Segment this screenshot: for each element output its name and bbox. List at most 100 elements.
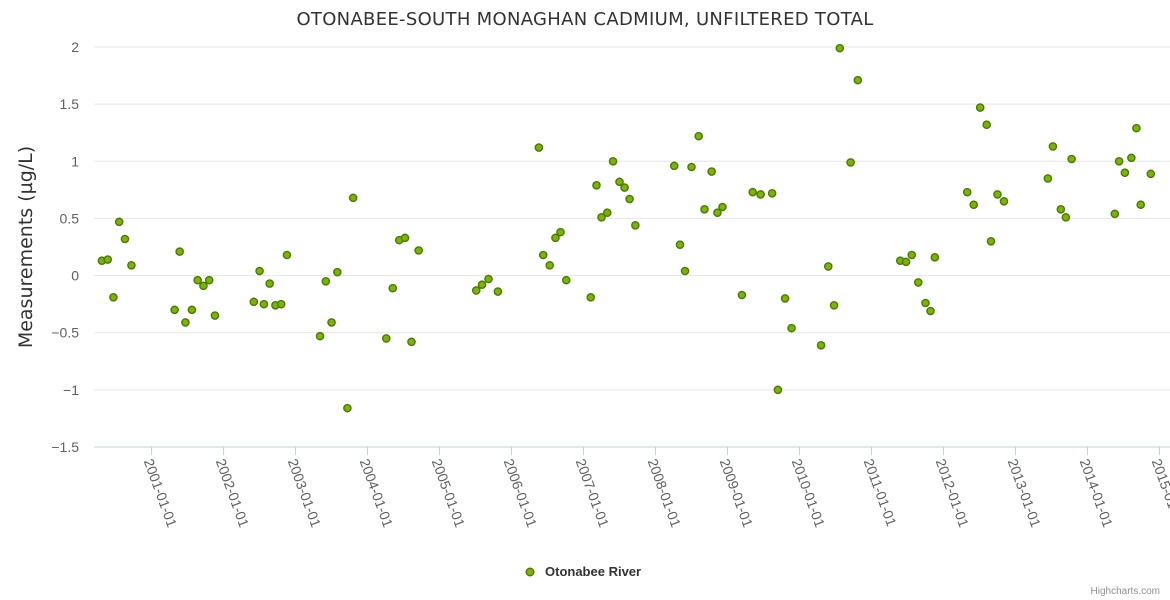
data-point[interactable] <box>343 403 352 413</box>
data-point[interactable] <box>608 156 618 166</box>
data-point[interactable] <box>276 299 286 309</box>
data-point[interactable] <box>199 281 208 291</box>
data-point[interactable] <box>493 287 503 296</box>
data-point[interactable] <box>388 283 398 293</box>
legend-label[interactable]: Otonabee River <box>545 564 641 579</box>
data-point[interactable] <box>414 246 423 255</box>
data-point[interactable] <box>700 204 709 214</box>
data-point[interactable] <box>592 180 601 190</box>
data-point[interactable] <box>675 240 685 250</box>
data-point[interactable] <box>1136 200 1146 210</box>
data-point[interactable] <box>1114 156 1124 166</box>
data-point[interactable] <box>1120 168 1130 178</box>
data-point[interactable] <box>969 200 979 210</box>
data-point[interactable] <box>407 337 416 347</box>
data-point[interactable] <box>829 300 839 310</box>
data-point[interactable] <box>913 278 923 287</box>
data-point[interactable] <box>737 290 747 300</box>
series-points[interactable] <box>97 43 1156 413</box>
data-point[interactable] <box>477 280 487 290</box>
data-point[interactable] <box>687 162 696 172</box>
data-point[interactable] <box>1127 153 1136 163</box>
data-point[interactable] <box>538 250 548 260</box>
data-point[interactable] <box>556 227 565 237</box>
data-point[interactable] <box>767 188 777 198</box>
data-point[interactable] <box>816 340 826 350</box>
data-point[interactable] <box>193 275 202 285</box>
data-point[interactable] <box>561 275 571 285</box>
data-point[interactable] <box>114 217 124 227</box>
data-point[interactable] <box>471 286 481 295</box>
data-point[interactable] <box>315 331 325 341</box>
data-point[interactable] <box>669 161 679 171</box>
data-point[interactable] <box>907 250 917 260</box>
data-point[interactable] <box>321 276 331 286</box>
data-point[interactable] <box>680 266 690 276</box>
data-point[interactable] <box>597 212 606 222</box>
data-point[interactable] <box>718 202 727 212</box>
data-point[interactable] <box>265 279 274 288</box>
data-point[interactable] <box>787 323 796 333</box>
data-point[interactable] <box>986 236 996 246</box>
data-point[interactable] <box>484 274 493 284</box>
data-point[interactable] <box>333 267 342 277</box>
data-point[interactable] <box>1146 169 1156 179</box>
data-point[interactable] <box>181 318 190 327</box>
data-point[interactable] <box>259 299 269 309</box>
data-point[interactable] <box>993 190 1002 199</box>
data-point[interactable] <box>210 311 220 320</box>
data-point[interactable] <box>713 208 722 218</box>
data-point[interactable] <box>975 103 985 112</box>
data-point[interactable] <box>748 187 758 197</box>
data-point[interactable] <box>170 305 179 315</box>
data-point[interactable] <box>348 193 358 203</box>
data-point[interactable] <box>602 208 612 218</box>
legend[interactable]: Otonabee River <box>525 564 641 579</box>
data-point[interactable] <box>327 318 336 327</box>
data-point[interactable] <box>1067 154 1076 164</box>
data-point[interactable] <box>921 298 930 308</box>
data-point[interactable] <box>1056 204 1066 214</box>
data-point[interactable] <box>175 247 184 256</box>
data-point[interactable] <box>1110 209 1120 219</box>
data-point[interactable] <box>1132 123 1141 133</box>
data-point[interactable] <box>853 75 863 85</box>
data-point[interactable] <box>1048 142 1058 151</box>
data-point[interactable] <box>999 196 1009 206</box>
data-point[interactable] <box>381 334 391 343</box>
data-point[interactable] <box>982 120 991 130</box>
data-point[interactable] <box>551 233 560 243</box>
credits[interactable]: Highcharts.com <box>1091 586 1160 597</box>
data-point[interactable] <box>187 305 197 315</box>
data-point[interactable] <box>846 158 855 167</box>
data-point[interactable] <box>962 187 972 197</box>
data-point[interactable] <box>120 234 130 244</box>
data-point[interactable] <box>756 190 765 199</box>
data-point[interactable] <box>534 143 544 152</box>
data-point[interactable] <box>773 385 783 395</box>
data-point[interactable] <box>615 177 624 187</box>
data-point[interactable] <box>620 183 629 192</box>
data-point[interactable] <box>255 266 264 276</box>
data-point[interactable] <box>109 292 118 302</box>
data-point[interactable] <box>707 167 716 176</box>
data-point[interactable] <box>545 260 554 270</box>
data-point[interactable] <box>282 250 292 260</box>
data-point[interactable] <box>926 306 935 316</box>
data-point[interactable] <box>1061 212 1071 222</box>
data-point[interactable] <box>835 43 845 53</box>
data-point[interactable] <box>823 262 833 271</box>
data-point[interactable] <box>1043 174 1053 183</box>
data-point[interactable] <box>586 292 596 302</box>
data-point[interactable] <box>249 297 259 307</box>
data-point[interactable] <box>780 294 790 303</box>
data-point[interactable] <box>625 194 634 204</box>
data-point[interactable] <box>930 252 940 262</box>
data-point[interactable] <box>127 260 136 270</box>
data-point[interactable] <box>631 220 640 230</box>
data-point[interactable] <box>103 255 112 264</box>
data-point[interactable] <box>694 131 704 141</box>
data-point[interactable] <box>901 257 911 267</box>
data-point[interactable] <box>400 233 410 243</box>
data-point[interactable] <box>204 275 214 285</box>
